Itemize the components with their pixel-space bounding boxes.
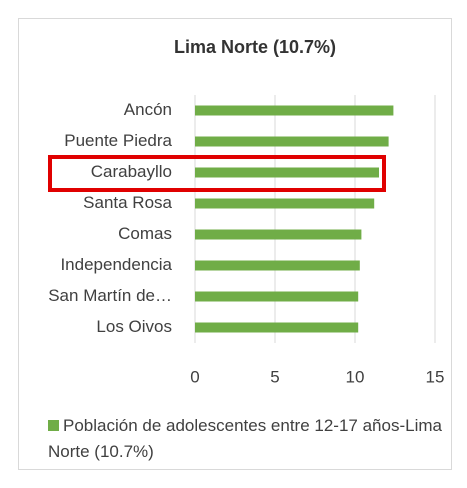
bar: [195, 322, 359, 333]
x-tick-label: 15: [426, 367, 445, 386]
x-tick-label: 10: [346, 367, 365, 386]
y-tick-label: Santa Rosa: [83, 193, 172, 212]
y-tick-label: Independencia: [60, 255, 172, 274]
bar: [195, 260, 360, 271]
chart-border: [18, 18, 452, 470]
bar: [195, 136, 389, 147]
legend-swatch: [48, 420, 59, 431]
x-tick-label: 0: [190, 367, 199, 386]
y-tick-label: San Martín de…: [48, 286, 172, 305]
plot-area: 0 5 10 15 Ancón Puente Piedra Carabayllo Santa …: [48, 95, 444, 386]
highlight-box: [48, 155, 386, 192]
y-tick-label: Ancón: [124, 100, 172, 119]
bar: [195, 291, 359, 302]
chart-title: Lima Norte (10.7%): [174, 37, 336, 57]
x-tick-label: 5: [270, 367, 279, 386]
y-tick-label: Carabayllo: [91, 162, 172, 181]
y-tick-label: Comas: [118, 224, 172, 243]
bar: [195, 105, 394, 116]
bar: [195, 198, 375, 209]
bar: [195, 167, 379, 178]
y-tick-label: Los Oivos: [96, 317, 172, 336]
y-tick-label: Puente Piedra: [64, 131, 172, 150]
legend: Población de adolescentes entre 12-17 añ…: [48, 413, 448, 465]
legend-label: Población de adolescentes entre 12-17 añ…: [48, 416, 442, 461]
bar: [195, 229, 362, 240]
